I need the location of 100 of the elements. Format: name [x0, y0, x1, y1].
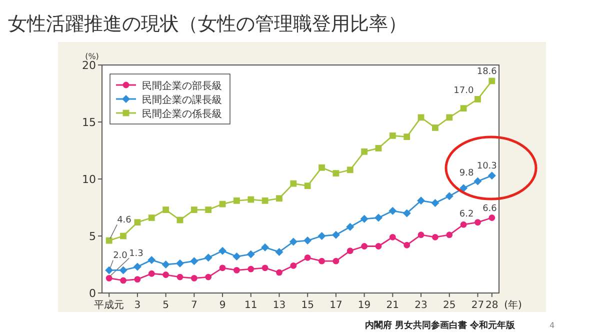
y-tick-label: 10 [82, 173, 96, 186]
x-tick-label: 19 [358, 300, 371, 311]
point [488, 78, 496, 84]
point [176, 259, 184, 268]
y-tick-label: 20 [82, 59, 96, 72]
x-tick-label: 27 [471, 300, 484, 311]
point [332, 230, 340, 239]
point [432, 124, 438, 131]
point [361, 243, 368, 250]
point [106, 237, 112, 244]
point [431, 198, 440, 207]
point [318, 232, 326, 240]
point [106, 274, 112, 282]
point [262, 264, 268, 272]
point [275, 248, 284, 256]
point [460, 184, 468, 192]
point [388, 206, 397, 215]
point [418, 232, 424, 238]
point [190, 257, 198, 266]
point [446, 114, 453, 121]
point [148, 214, 155, 221]
legend-label: 民間企業の課長級 [142, 94, 222, 106]
y-tick-label: 0 [89, 287, 96, 300]
point [205, 206, 212, 213]
x-tick-label: 28 [486, 300, 498, 311]
point [248, 266, 254, 272]
y-tick-label: 15 [82, 116, 96, 129]
point [432, 234, 438, 240]
point [120, 277, 126, 284]
x-axis-title: (年) [504, 299, 522, 311]
x-tick-label: 5 [162, 300, 169, 311]
x-tick-label: 7 [190, 300, 198, 311]
point [318, 258, 325, 264]
point [105, 266, 114, 274]
point [190, 274, 198, 282]
data-label: 2.0 [113, 251, 128, 262]
point [304, 236, 312, 245]
x-tick-label: 17 [330, 300, 342, 311]
point [404, 134, 410, 140]
point [262, 197, 268, 204]
point [219, 264, 226, 272]
point [460, 221, 467, 228]
point [232, 252, 241, 261]
legend-label: 民間企業の部長級 [142, 80, 222, 92]
data-label: 18.6 [476, 66, 498, 77]
point [389, 234, 396, 240]
point [289, 238, 298, 246]
point [360, 214, 368, 223]
point [290, 180, 297, 187]
point [332, 170, 340, 176]
point [162, 272, 170, 278]
point [219, 200, 226, 208]
point [233, 267, 240, 274]
point [290, 262, 297, 269]
legend-label: 民間企業の係長級 [142, 108, 222, 120]
point [246, 250, 255, 258]
data-label: 6.2 [459, 209, 474, 220]
point [205, 274, 212, 280]
point [133, 262, 142, 271]
point [162, 206, 170, 213]
point [402, 209, 411, 218]
text: 4 [549, 321, 555, 330]
data-label: 6.6 [482, 204, 498, 214]
point [332, 258, 340, 264]
point [119, 266, 128, 274]
point [417, 196, 426, 205]
data-label: 4.6 [117, 216, 132, 226]
x-tick-label: 3 [134, 300, 141, 311]
point [488, 214, 496, 221]
point [134, 219, 141, 226]
point [233, 197, 240, 204]
x-tick-label: 9 [219, 300, 226, 311]
point [318, 164, 325, 171]
point [148, 270, 155, 277]
data-label: 1.3 [129, 249, 144, 260]
point [120, 232, 126, 240]
point [474, 219, 481, 226]
point [176, 274, 184, 280]
x-tick-label: 21 [386, 300, 400, 311]
x-tick-label: 11 [244, 300, 258, 311]
point [445, 192, 454, 200]
point [162, 260, 170, 268]
point [204, 254, 212, 262]
point [304, 182, 311, 190]
point [148, 256, 156, 264]
point [375, 145, 382, 152]
data-label: 9.8 [459, 168, 474, 178]
point [190, 206, 198, 213]
point [218, 246, 227, 255]
chart-title: 女性活躍推進の現状（女性の管理職登用比率） [8, 13, 407, 35]
x-tick-label: 15 [301, 300, 314, 311]
point [418, 114, 424, 121]
y-tick-label: 5 [89, 230, 96, 243]
point [374, 214, 382, 222]
x-tick-label: 平成元 [94, 299, 124, 311]
y-axis-title: (%) [85, 52, 99, 61]
point [304, 254, 311, 261]
point [346, 222, 354, 231]
point [361, 148, 368, 155]
point [389, 132, 396, 139]
